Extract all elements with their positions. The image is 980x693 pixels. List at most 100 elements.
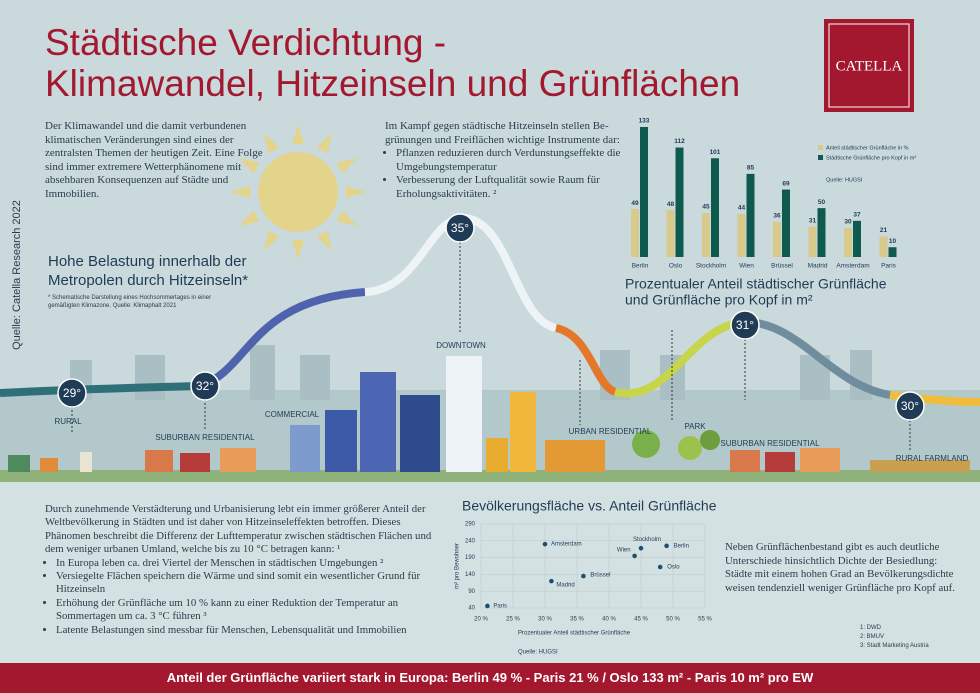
- bullet: In Europa leben ca. drei Viertel der Men…: [56, 557, 445, 570]
- title-line: Klimawandel, Hitzeinseln und Grünflächen: [45, 63, 740, 104]
- data-label: 49: [631, 200, 639, 207]
- footnote: 1: DWD: [860, 625, 881, 631]
- data-label: 69: [782, 180, 790, 187]
- bar: [640, 127, 648, 257]
- bar: [702, 213, 710, 257]
- point-label: Paris: [493, 604, 507, 610]
- sun-ray: [336, 158, 357, 174]
- bar: [675, 147, 684, 257]
- logo-frame: [828, 23, 910, 108]
- intro-text: Der Klimawandel und die damit verbundene…: [45, 120, 263, 200]
- house: [800, 448, 840, 472]
- x-tick-label: 25 %: [506, 617, 520, 623]
- point-label: Amsterdam: [551, 542, 582, 548]
- x-tick-label: 50 %: [666, 617, 680, 623]
- sun-ray: [316, 230, 332, 251]
- data-label: 133: [639, 118, 650, 125]
- curve-segment: [614, 318, 746, 398]
- zone-label: SUBURBAN RESIDENTIAL: [720, 439, 820, 448]
- urbanisation: Durch zunehmende Verstädterung und Urban…: [45, 503, 445, 637]
- bar: [808, 226, 817, 257]
- instruments: Im Kampf gegen städtische Hitzeinseln st…: [385, 120, 630, 202]
- charts: Berlin 49 133 Oslo 48 112 Stockholm 45 101 Wien 44…: [455, 118, 917, 656]
- footer-band: [0, 663, 980, 693]
- house: [220, 448, 256, 472]
- data-label: 44: [738, 205, 746, 212]
- zone-label: SUBURBAN RESIDENTIAL: [155, 433, 255, 442]
- bar: [782, 189, 790, 257]
- point-label: Brüssel: [590, 573, 610, 579]
- bg-building: [135, 355, 165, 400]
- point-label: Madrid: [556, 583, 574, 589]
- bullet: Pflanzen reduzieren durch Verdunstungsef…: [396, 147, 630, 174]
- data-label: 50: [818, 199, 826, 206]
- bullet: Versiegelte Flächen speichern die Wärme …: [56, 570, 445, 597]
- temperature-label: 29°: [63, 386, 81, 400]
- x-tick-label: Amsterdam: [836, 263, 869, 270]
- urbanisation-lead: Durch zunehmende Verstädterung und Urban…: [45, 503, 432, 556]
- sun-ray: [316, 133, 332, 154]
- farmland: [870, 460, 970, 472]
- data-label: 37: [853, 212, 861, 219]
- bar: [888, 247, 897, 257]
- x-tick-label: Brüssel: [771, 263, 793, 270]
- tower: [400, 395, 440, 472]
- temperature-badge: [190, 371, 220, 401]
- bullet: Latente Belastungen sind messbar für Men…: [56, 624, 445, 637]
- chart-title: und Grünfläche pro Kopf in m²: [625, 292, 813, 308]
- legend-swatch: [818, 145, 823, 150]
- chart-title: Prozentualer Anteil städtischer Grünfläc…: [625, 276, 887, 292]
- footnote: 3: Stadt Marketing Austria: [860, 643, 929, 649]
- house: [145, 450, 173, 472]
- tree: [678, 436, 702, 460]
- building: [486, 438, 508, 472]
- x-tick-label: Oslo: [669, 263, 683, 270]
- density-note: Neben Grünflächenbestand gibt es auch de…: [725, 541, 955, 594]
- bar: [711, 158, 719, 257]
- office: [290, 425, 320, 472]
- bar: [737, 213, 746, 257]
- x-tick-label: Berlin: [632, 263, 649, 270]
- tree: [700, 430, 720, 450]
- sun-ray: [264, 230, 280, 251]
- point-label: Stockholm: [633, 537, 661, 543]
- source: Quelle: HUGSI: [826, 177, 863, 183]
- point: [664, 543, 669, 549]
- logo-text: CATELLA: [836, 58, 903, 74]
- y-tick-label: 140: [465, 572, 476, 578]
- sun: [230, 124, 366, 260]
- house: [730, 450, 760, 472]
- chart-title: Bevölkerungsfläche vs. Anteil Grünfläche: [462, 498, 717, 514]
- legend-label: Städtische Grünfläche pro Kopf in m²: [826, 155, 916, 161]
- tree: [632, 430, 660, 458]
- x-tick-label: 20 %: [474, 617, 488, 623]
- data-label: 101: [710, 149, 721, 156]
- x-tick-label: 30 %: [538, 617, 552, 623]
- legend-label: Anteil städtischer Grünfläche in %: [826, 145, 909, 151]
- bar: [773, 221, 781, 257]
- bg-building: [300, 355, 330, 400]
- point-label: Berlin: [674, 543, 689, 549]
- title-line: Städtische Verdichtung -: [45, 22, 446, 63]
- data-label: 21: [880, 227, 888, 234]
- legend-swatch: [818, 155, 823, 160]
- sun-ray: [230, 186, 250, 198]
- data-label: 112: [674, 138, 685, 145]
- zone-label: RURAL FARMLAND: [896, 454, 969, 463]
- curve-segment: [554, 324, 617, 396]
- bar: [844, 227, 852, 257]
- source: Quelle: HUGSI: [518, 650, 558, 656]
- x-tick-label: Stockholm: [696, 263, 726, 270]
- temperature-badge: [730, 310, 760, 340]
- sun-ray: [336, 210, 357, 226]
- x-tick-label: Madrid: [808, 263, 828, 270]
- curve-segment: [0, 382, 201, 397]
- data-label: 48: [667, 201, 675, 208]
- x-tick-label: 40 %: [602, 617, 616, 623]
- point-label: Oslo: [667, 565, 680, 571]
- house: [8, 455, 30, 472]
- footnote: 2: BMUV: [860, 634, 885, 640]
- sun-disc: [258, 152, 338, 232]
- data-label: 85: [747, 165, 755, 172]
- y-axis-label: m² pro Bewohner: [455, 543, 461, 589]
